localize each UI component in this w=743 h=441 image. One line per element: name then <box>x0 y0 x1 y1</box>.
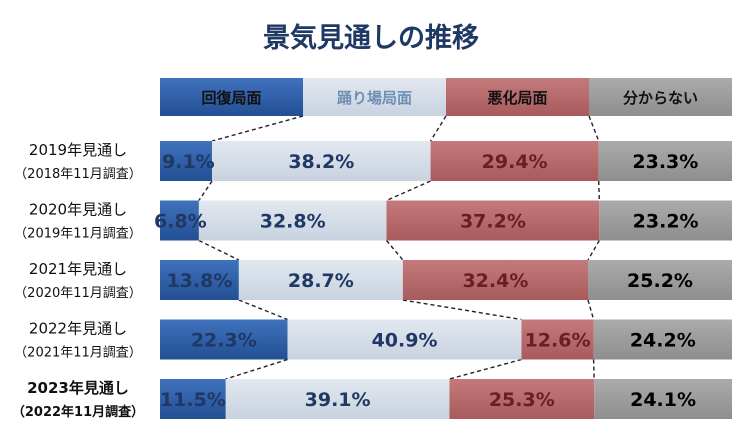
bars: 9.1% 38.2% 29.4% 23.3% 6.8% 32.8% 37.2% 23.2% 13… <box>154 141 732 419</box>
value-label-plateau-3: 28.7% <box>288 270 354 292</box>
bar-recovery-4 <box>160 319 288 360</box>
value-label-worsening-3: 32.4% <box>462 270 528 292</box>
legend-label-recovery: 回復局面 <box>201 89 261 107</box>
value-label-plateau-1: 38.2% <box>288 151 354 173</box>
connector-header-3 <box>588 115 600 142</box>
bar-recovery-1 <box>160 141 213 181</box>
chart-title: 景気見通しの推移 <box>263 22 479 54</box>
bar-unknown-4 <box>593 319 732 360</box>
legend-label-worsening: 悪化局面 <box>487 89 547 107</box>
row-sublabel-4: （2021年11月調査） <box>14 346 142 361</box>
bar-row-3: 13.8% 28.7% 32.4% 25.2% <box>160 260 732 300</box>
value-label-recovery-5: 11.5% <box>160 389 226 411</box>
value-label-recovery-3: 13.8% <box>166 270 232 292</box>
bar-plateau-5 <box>225 379 450 419</box>
row-label-2: 2020年見通し <box>29 201 127 219</box>
connector-row-1-1 <box>198 180 213 201</box>
row-label-3: 2021年見通し <box>29 260 127 278</box>
connector-row-1-2 <box>386 180 431 202</box>
bar-recovery-3 <box>160 260 239 300</box>
connector-row-1-3 <box>598 180 600 201</box>
connector-row-3-2 <box>402 299 522 321</box>
value-label-unknown-1: 23.3% <box>632 151 698 173</box>
value-label-worsening-1: 29.4% <box>482 151 548 173</box>
row-label-5: 2023年見通し <box>27 379 129 397</box>
bar-worsening-3 <box>402 260 588 300</box>
bar-row-5: 11.5% 39.1% 25.3% 24.1% <box>160 379 732 419</box>
row-label-4: 2022年見通し <box>29 320 127 338</box>
bar-plateau-2 <box>198 200 387 241</box>
value-label-worsening-5: 25.3% <box>489 389 555 411</box>
legend-label-plateau: 踊り場局面 <box>337 89 412 107</box>
bar-unknown-5 <box>594 379 732 419</box>
value-label-plateau-2: 32.8% <box>260 211 326 233</box>
connector-header-1 <box>211 115 304 142</box>
legend-box-plateau <box>303 78 446 116</box>
connector-row-3-1 <box>238 299 288 321</box>
connector-row-3-3 <box>587 299 595 320</box>
legend-label-unknown: 分からない <box>623 89 698 107</box>
bar-worsening-5 <box>449 379 595 419</box>
value-label-recovery-2: 6.8% <box>154 211 207 233</box>
value-label-unknown-2: 23.2% <box>633 211 699 233</box>
value-label-unknown-3: 25.2% <box>627 270 693 292</box>
legend-box-recovery <box>160 78 303 116</box>
connector-row-4-1 <box>225 358 288 380</box>
row-sublabel-2: （2019年11月調査） <box>14 227 142 242</box>
row-sublabel-3: （2020年11月調査） <box>14 286 142 301</box>
value-label-worsening-4: 12.6% <box>525 330 591 352</box>
bar-recovery-5 <box>160 379 226 419</box>
value-label-unknown-5: 24.1% <box>630 389 696 411</box>
row-sublabel-5: （2022年11月調査） <box>12 404 144 420</box>
value-label-plateau-5: 39.1% <box>305 389 371 411</box>
value-label-worsening-2: 37.2% <box>460 211 526 233</box>
row-label-1: 2019年見通し <box>29 141 127 159</box>
bar-row-1: 9.1% 38.2% 29.4% 23.3% <box>160 141 732 181</box>
value-label-unknown-4: 24.2% <box>630 330 696 352</box>
connector-header-2 <box>429 115 447 142</box>
bar-plateau-3 <box>238 260 403 300</box>
connector-row-2-2 <box>385 240 404 261</box>
bar-plateau-4 <box>287 319 522 360</box>
legend: 回復局面 踊り場局面 悪化局面 分からない <box>160 78 732 116</box>
value-label-recovery-4: 22.3% <box>191 330 257 352</box>
legend-box-worsening <box>446 78 589 116</box>
row-labels: 2019年見通し （2018年11月調査） 2020年見通し （2019年11月調査）… <box>12 141 144 420</box>
bar-unknown-3 <box>588 260 732 300</box>
connector-row-2-3 <box>587 240 600 261</box>
connector-row-4-3 <box>592 359 595 380</box>
bar-unknown-2 <box>599 200 732 241</box>
bar-worsening-2 <box>386 200 600 241</box>
bar-row-4: 22.3% 40.9% 12.6% 24.2% <box>160 319 732 360</box>
bar-worsening-1 <box>430 141 599 181</box>
value-label-recovery-1: 9.1% <box>162 151 215 173</box>
bar-worsening-4 <box>521 319 594 360</box>
legend-box-unknown <box>589 78 732 116</box>
bar-recovery-2 <box>160 200 199 241</box>
connector-lines <box>198 115 600 380</box>
connector-row-4-2 <box>449 358 522 380</box>
value-label-plateau-4: 40.9% <box>372 330 438 352</box>
bar-plateau-1 <box>212 141 431 181</box>
bar-unknown-1 <box>598 141 732 181</box>
bar-row-2: 6.8% 32.8% 37.2% 23.2% <box>154 200 732 241</box>
connector-row-2-1 <box>198 239 240 261</box>
row-sublabel-1: （2018年11月調査） <box>14 167 142 182</box>
